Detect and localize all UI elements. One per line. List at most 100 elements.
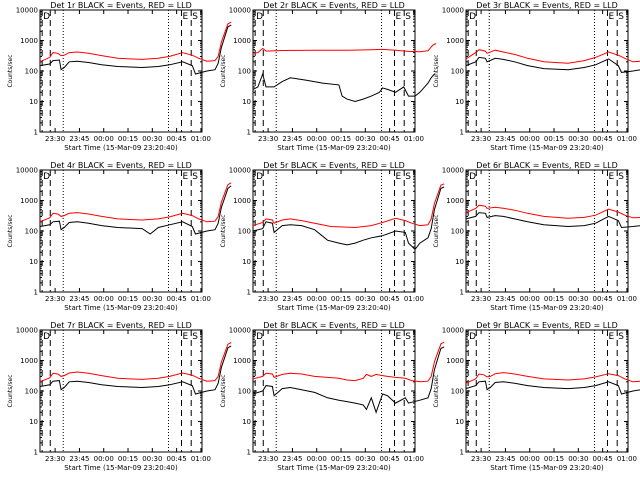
x-tick-label: 00:45: [380, 295, 400, 303]
series-line: [465, 212, 640, 229]
x-tick-label: 23:45: [282, 135, 302, 143]
detector-panel: Det 7r BLACK = Events, RED = LLD 1 10 100 10…: [7, 321, 232, 472]
plot-frame: [465, 329, 629, 453]
y-tick-label: 10000: [442, 327, 464, 335]
x-tick-label: 23:45: [495, 295, 515, 303]
x-tick-label: 23:45: [69, 455, 89, 463]
series-line: [39, 21, 232, 63]
x-tick-label: 00:45: [380, 135, 400, 143]
flag-label: D: [256, 12, 263, 22]
y-tick-label: 10: [242, 418, 251, 426]
flag-label: D: [469, 332, 476, 342]
y-tick-label: 100: [238, 388, 251, 396]
detector-panel: Det 5r BLACK = Events, RED = LLD 1 10 100 10…: [220, 161, 445, 312]
flag-label: E: [395, 172, 401, 182]
y-tick-label: 100: [451, 228, 464, 236]
y-axis-label: Counts/sec: [433, 54, 440, 87]
flag-label: D: [43, 172, 50, 182]
x-tick-label: 23:30: [45, 135, 65, 143]
x-tick-label: 00:15: [118, 455, 138, 463]
plot-frame: [39, 329, 203, 453]
x-tick-label: 23:30: [471, 295, 491, 303]
flag-label: S: [618, 12, 624, 22]
series-line: [465, 49, 640, 64]
y-tick-label: 10: [29, 98, 38, 106]
y-tick-label: 10000: [442, 167, 464, 175]
detector-panel: Det 3r BLACK = Events, RED = LLD 1 10 100 10…: [433, 1, 640, 152]
detector-panel: Det 4r BLACK = Events, RED = LLD 1 10 100 10…: [7, 161, 232, 312]
y-tick-label: 10: [242, 258, 251, 266]
plot-title: Det 9r BLACK = Events, RED = LLD: [476, 321, 618, 330]
detector-panel: Det 1r BLACK = Events, RED = LLD 1 10 100 10…: [7, 1, 232, 152]
y-axis-label: Counts/sec: [220, 374, 227, 407]
x-tick-label: 00:45: [380, 455, 400, 463]
x-axis-label: Start Time (15-Mar-09 23:20:40): [64, 144, 178, 152]
x-tick-label: 00:30: [568, 455, 588, 463]
plot-frame: [465, 169, 629, 293]
y-tick-label: 1000: [233, 197, 251, 205]
plot-title: Det 7r BLACK = Events, RED = LLD: [50, 321, 192, 330]
x-tick-label: 00:30: [142, 295, 162, 303]
plot-frame: [39, 169, 203, 293]
x-tick-label: 00:45: [167, 455, 187, 463]
x-tick-label: 23:45: [282, 455, 302, 463]
y-tick-label: 1000: [233, 37, 251, 45]
flag-label: D: [43, 332, 50, 342]
x-tick-label: 00:45: [167, 135, 187, 143]
x-axis-label: Start Time (15-Mar-09 23:20:40): [490, 304, 604, 312]
series-line: [39, 182, 232, 223]
flag-label: D: [256, 172, 263, 182]
x-tick-label: 00:00: [520, 295, 540, 303]
plot-frame: [39, 9, 203, 133]
y-tick-label: 10000: [229, 167, 251, 175]
x-tick-label: 23:30: [45, 455, 65, 463]
plot-title: Det 3r BLACK = Events, RED = LLD: [476, 1, 618, 10]
x-tick-label: 00:30: [568, 295, 588, 303]
x-tick-label: 01:00: [617, 295, 637, 303]
y-tick-label: 100: [238, 68, 251, 76]
x-tick-label: 00:15: [331, 455, 351, 463]
y-axis-label: Counts/sec: [433, 374, 440, 407]
y-tick-label: 10: [455, 98, 464, 106]
x-tick-label: 00:15: [544, 295, 564, 303]
x-tick-label: 00:15: [544, 135, 564, 143]
y-tick-label: 1: [34, 129, 38, 137]
series-line: [252, 186, 445, 251]
x-tick-label: 23:45: [282, 295, 302, 303]
flag-label: S: [618, 172, 624, 182]
y-tick-label: 100: [25, 388, 38, 396]
x-tick-label: 00:00: [307, 135, 327, 143]
y-tick-label: 10: [29, 258, 38, 266]
x-tick-label: 00:00: [520, 135, 540, 143]
x-tick-label: 01:00: [404, 135, 424, 143]
x-tick-label: 01:00: [617, 135, 637, 143]
plot-title: Det 8r BLACK = Events, RED = LLD: [263, 321, 405, 330]
x-tick-label: 23:30: [45, 295, 65, 303]
x-tick-label: 00:15: [118, 135, 138, 143]
y-tick-label: 10: [455, 258, 464, 266]
y-tick-label: 1: [247, 129, 251, 137]
x-tick-label: 00:15: [331, 135, 351, 143]
y-tick-label: 10: [242, 98, 251, 106]
plot-title: Det 4r BLACK = Events, RED = LLD: [50, 161, 192, 170]
x-axis-label: Start Time (15-Mar-09 23:20:40): [277, 144, 391, 152]
series-line: [465, 204, 640, 219]
x-tick-label: 00:30: [568, 135, 588, 143]
x-axis-label: Start Time (15-Mar-09 23:20:40): [64, 304, 178, 312]
y-axis-label: Counts/sec: [220, 54, 227, 87]
y-tick-label: 10000: [229, 327, 251, 335]
series-line: [39, 24, 232, 75]
x-tick-label: 23:30: [258, 295, 278, 303]
plot-title: Det 2r BLACK = Events, RED = LLD: [263, 1, 405, 10]
flag-label: E: [608, 332, 614, 342]
flag-label: D: [469, 12, 476, 22]
flag-label: E: [182, 12, 188, 22]
y-tick-label: 10000: [16, 7, 38, 15]
x-tick-label: 00:45: [593, 135, 613, 143]
flag-label: E: [182, 172, 188, 182]
y-tick-label: 10000: [16, 327, 38, 335]
flag-label: E: [395, 12, 401, 22]
y-tick-label: 1000: [20, 37, 38, 45]
flag-label: S: [405, 332, 411, 342]
y-tick-label: 1: [460, 289, 464, 297]
